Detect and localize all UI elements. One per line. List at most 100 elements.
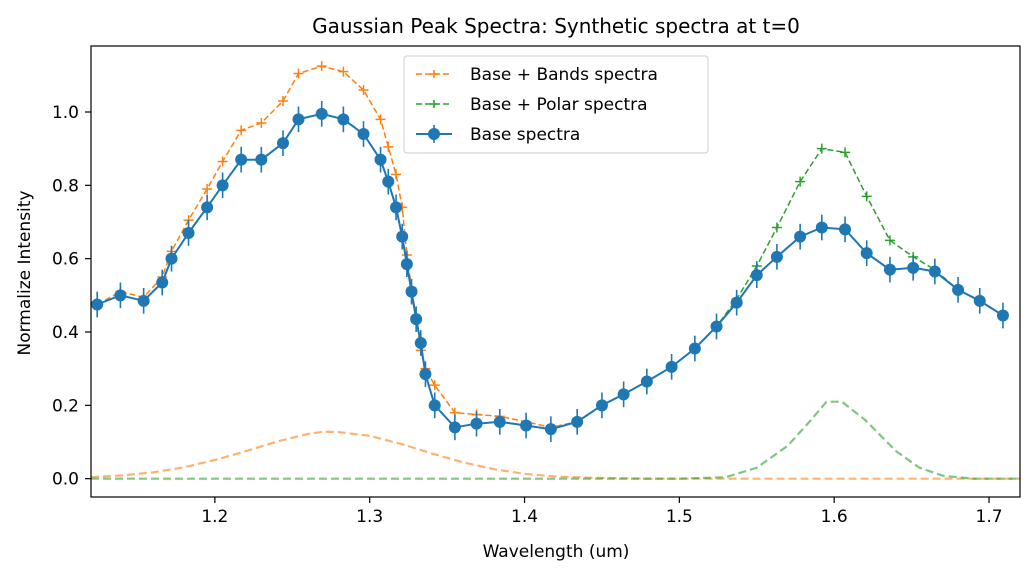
series-point-2 <box>617 388 630 401</box>
series-point-2 <box>493 415 506 428</box>
series-point-0 <box>277 96 288 106</box>
series-point-0 <box>202 184 213 194</box>
x-tick-label: 1.5 <box>666 507 693 527</box>
series-point-2 <box>770 250 783 263</box>
legend-entry-base: Base spectra <box>416 125 580 145</box>
series-point-2 <box>730 296 743 309</box>
series-point-2 <box>520 419 533 432</box>
legend-label-bands: Base + Bands spectra <box>470 65 658 85</box>
series-point-2 <box>114 289 127 302</box>
series-point-2 <box>996 309 1009 322</box>
series-point-2 <box>571 415 584 428</box>
series-point-2 <box>382 175 395 188</box>
x-tick-label: 1.4 <box>511 507 538 527</box>
series-point-2 <box>907 261 920 274</box>
series-2 <box>91 101 1009 442</box>
series-point-1 <box>771 222 782 233</box>
y-tick-label: 0.6 <box>52 250 79 270</box>
series-point-2 <box>470 417 483 430</box>
series-layer <box>91 61 1009 442</box>
series-point-0 <box>236 125 247 136</box>
component-curve-0 <box>90 430 1020 480</box>
series-point-2 <box>156 276 169 289</box>
series-point-2 <box>595 399 608 412</box>
series-point-2 <box>973 294 986 307</box>
series-point-0 <box>358 85 369 95</box>
series-point-2 <box>688 342 701 355</box>
series-point-1 <box>861 191 872 202</box>
x-tick-label: 1.3 <box>356 507 383 527</box>
series-point-0 <box>375 114 386 125</box>
y-tick-label: 1.0 <box>52 103 79 123</box>
series-point-0 <box>217 156 228 167</box>
y-tick-label: 0.4 <box>52 323 79 343</box>
series-point-0 <box>429 380 440 391</box>
series-point-2 <box>544 423 557 436</box>
series-1 <box>92 108 1008 435</box>
series-point-1 <box>884 235 895 246</box>
series-point-2 <box>201 201 214 214</box>
series-point-0 <box>316 61 327 72</box>
series-point-2 <box>400 258 413 271</box>
series-point-2 <box>839 223 852 236</box>
component-curves <box>90 400 1020 480</box>
y-tick-label: 0.8 <box>52 176 79 196</box>
legend-entry-bands: Base + Bands spectra <box>416 65 658 85</box>
legend-frame <box>403 55 709 154</box>
series-line-1 <box>96 113 1004 430</box>
x-tick-label: 1.2 <box>201 507 228 527</box>
series-point-0 <box>391 169 402 180</box>
series-point-2 <box>405 285 418 298</box>
series-point-2 <box>357 128 370 140</box>
legend-label-polar: Base + Polar spectra <box>470 95 648 115</box>
series-point-2 <box>374 153 387 166</box>
x-tick-label: 1.6 <box>821 507 848 527</box>
series-point-2 <box>419 368 432 381</box>
series-point-2 <box>165 252 178 265</box>
legend-entry-polar: Base + Polar spectra <box>416 95 648 115</box>
series-point-2 <box>255 153 268 166</box>
series-point-2 <box>396 230 409 243</box>
series-point-2 <box>428 399 441 412</box>
series-point-1 <box>816 143 827 154</box>
series-point-1 <box>795 176 806 187</box>
series-line-2 <box>96 112 1004 431</box>
series-point-2 <box>235 153 248 166</box>
series-point-2 <box>860 247 873 260</box>
y-axis-label: Normalize Intensity <box>15 190 35 355</box>
series-point-0 <box>383 141 394 152</box>
series-point-1 <box>840 147 851 158</box>
series-point-2 <box>182 227 195 239</box>
plot-frame <box>90 45 1021 498</box>
series-point-2 <box>410 313 423 326</box>
series-point-2 <box>750 269 763 282</box>
y-tick-label: 0.2 <box>52 396 79 416</box>
series-point-0 <box>338 66 349 77</box>
series-point-2 <box>91 298 104 311</box>
series-point-2 <box>952 283 965 296</box>
series-point-2 <box>928 265 941 278</box>
series-point-2 <box>276 137 289 150</box>
series-point-2 <box>665 360 678 373</box>
series-point-0 <box>256 118 267 128</box>
x-axis-label: Wavelength (um) <box>483 542 630 562</box>
component-curve-1 <box>91 400 1020 480</box>
series-point-2 <box>815 221 828 234</box>
series-point-2 <box>710 320 723 333</box>
series-point-2 <box>794 230 807 243</box>
series-point-2 <box>414 337 427 349</box>
series-point-2 <box>640 375 653 388</box>
series-point-2 <box>292 113 305 126</box>
x-tick-label: 1.7 <box>976 507 1003 527</box>
series-point-2 <box>390 201 403 214</box>
series-point-2 <box>315 107 328 120</box>
series-point-2 <box>137 294 150 307</box>
chart-title: Gaussian Peak Spectra: Synthetic spectra… <box>312 14 800 38</box>
series-point-2 <box>448 421 461 434</box>
series-point-0 <box>293 68 304 79</box>
series-point-2 <box>337 113 350 126</box>
y-tick-label: 0.0 <box>52 470 79 490</box>
axes: 1.2 1.3 1.4 1.5 1.6 1.7 0.0 0.2 0.4 0.6 0.8 1.0 <box>52 45 1021 527</box>
series-point-2 <box>216 179 229 192</box>
